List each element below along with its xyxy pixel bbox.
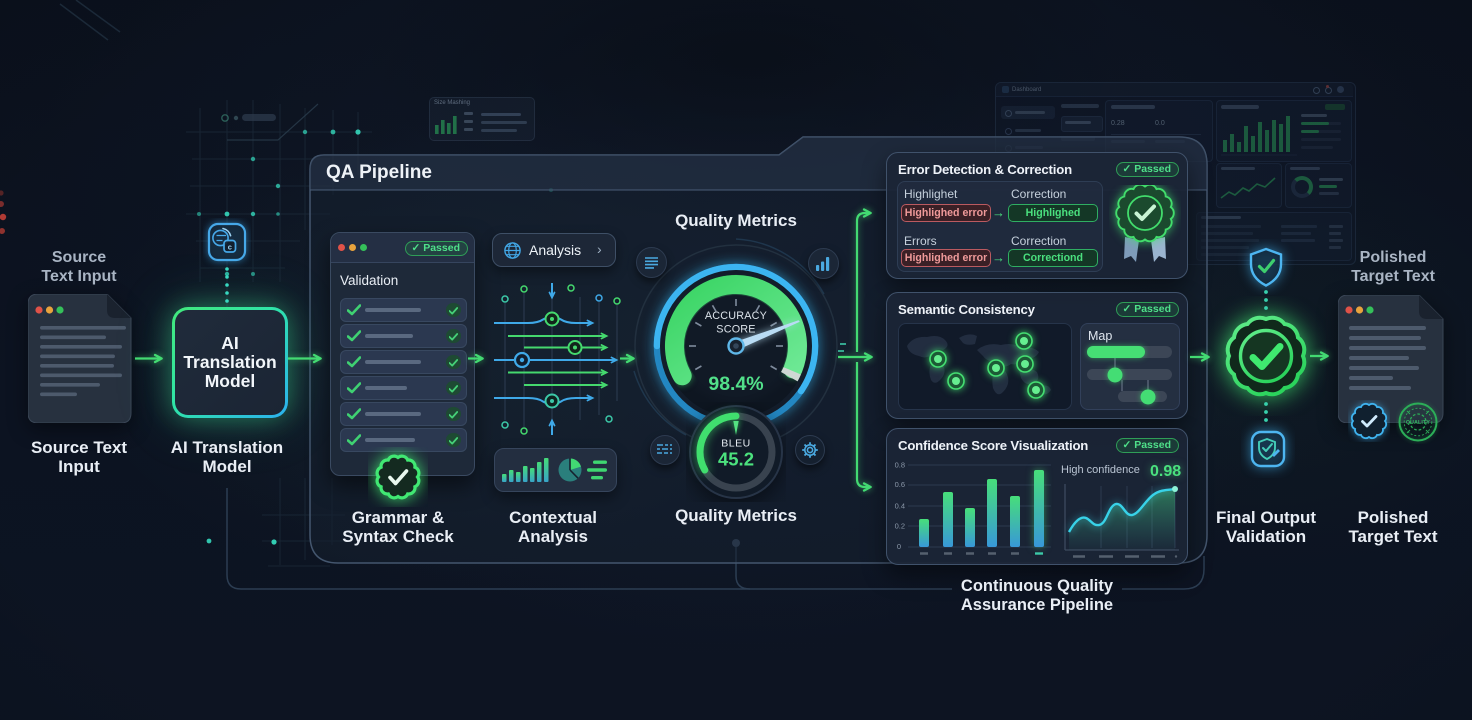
svg-text:High confidence: High confidence xyxy=(1061,464,1140,476)
svg-text:45.2: 45.2 xyxy=(718,449,754,470)
svg-text:0.6: 0.6 xyxy=(895,480,905,489)
svg-text:98.4%: 98.4% xyxy=(708,373,763,395)
svg-text:c: c xyxy=(228,243,232,252)
svg-text:SCORE: SCORE xyxy=(716,324,755,336)
svg-text:QUALITY: QUALITY xyxy=(1406,420,1431,426)
svg-text:0.8: 0.8 xyxy=(895,461,905,470)
svg-text:0.2: 0.2 xyxy=(895,522,905,531)
svg-text:0.98: 0.98 xyxy=(1150,463,1181,480)
svg-text:0: 0 xyxy=(897,542,901,551)
svg-text:BLEU: BLEU xyxy=(721,438,750,450)
svg-text:0.4: 0.4 xyxy=(895,502,905,511)
svg-text:ACCURACY: ACCURACY xyxy=(705,310,767,322)
